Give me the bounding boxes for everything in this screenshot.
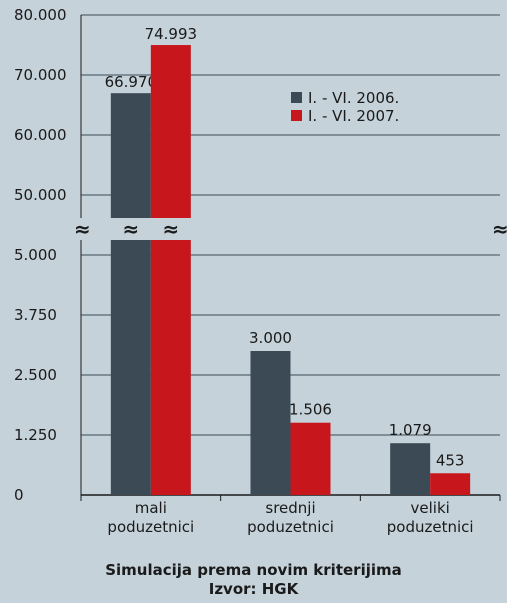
bar-chart: 50.000 60.000 70.000 80.000 0 1.250 2.500 3.750… <box>14 6 507 536</box>
y-tick-label: 60.000 <box>14 126 67 144</box>
y-tick-label: 80.000 <box>14 6 67 24</box>
bar <box>390 443 431 495</box>
x-category-label: poduzetnici <box>107 518 194 536</box>
bar <box>430 473 471 495</box>
x-category-label: veliki <box>411 499 450 517</box>
y-tick-label: 0 <box>14 486 24 504</box>
data-label: 1.079 <box>389 421 432 439</box>
legend-label: I. - VI. 2006. <box>308 89 399 107</box>
x-category-label: srednji <box>265 499 315 517</box>
y-tick-label: 50.000 <box>14 186 67 204</box>
legend-swatch <box>291 92 302 103</box>
data-label: 66.970 <box>105 73 158 91</box>
axis-break-right: ≈ <box>492 217 507 241</box>
bar-break-symbol: ≈ <box>162 217 179 241</box>
y-tick-label: 3.750 <box>14 306 57 324</box>
x-category-label: mali <box>135 499 167 517</box>
y-tick-label: 1.250 <box>14 426 57 444</box>
bar <box>150 240 191 495</box>
x-category-label: poduzetnici <box>387 518 474 536</box>
chart-source: Izvor: HGK <box>208 580 299 598</box>
data-label: 1.506 <box>289 401 332 419</box>
bar-upper-segment <box>110 93 151 218</box>
y-tick-label: 70.000 <box>14 66 67 84</box>
data-label: 74.993 <box>145 25 198 43</box>
bar <box>290 422 331 495</box>
bar <box>110 240 151 495</box>
bar-upper-segment <box>150 45 191 219</box>
y-tick-label: 5.000 <box>14 246 57 264</box>
legend-label: I. - VI. 2007. <box>308 107 399 125</box>
bar-break-symbol: ≈ <box>122 217 139 241</box>
chart-caption: Simulacija prema novim kriterijima <box>105 561 402 579</box>
legend-swatch <box>291 110 302 121</box>
data-label: 453 <box>436 451 465 469</box>
y-tick-label: 2.500 <box>14 366 57 384</box>
x-category-label: poduzetnici <box>247 518 334 536</box>
data-label: 3.000 <box>249 329 292 347</box>
bar <box>250 351 291 495</box>
axis-break-left: ≈ <box>74 217 91 241</box>
